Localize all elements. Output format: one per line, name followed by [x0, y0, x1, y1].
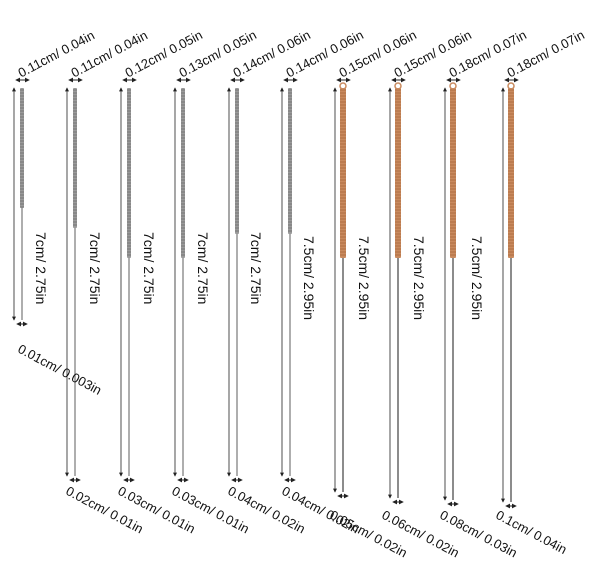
length-label-2: 7cm/ 2.75in: [33, 232, 49, 305]
length-label-6: 7cm/ 2.75in: [248, 232, 264, 305]
length-label-10: 7.5cm/ 2.95in: [469, 236, 485, 321]
needle-2: [65, 77, 83, 483]
needle-4: [173, 77, 191, 483]
needle-8: [388, 77, 406, 505]
needle-6: [280, 77, 298, 483]
needle-3: [119, 77, 137, 483]
length-label-8: 7.5cm/ 2.95in: [356, 236, 372, 321]
length-label-4: 7cm/ 2.75in: [141, 232, 157, 305]
length-label-3: 7cm/ 2.75in: [87, 232, 103, 305]
needle-5: [227, 77, 245, 483]
needle-7: [333, 77, 351, 499]
needle-9: [443, 77, 461, 507]
needle-1: [12, 77, 30, 327]
length-label-5: 7cm/ 2.75in: [195, 232, 211, 305]
length-label-7: 7.5cm/ 2.95in: [301, 236, 317, 321]
length-label-9: 7.5cm/ 2.95in: [411, 236, 427, 321]
needle-10: [501, 77, 519, 509]
length-label-1: 6cm/ 2.36in: [0, 176, 3, 249]
